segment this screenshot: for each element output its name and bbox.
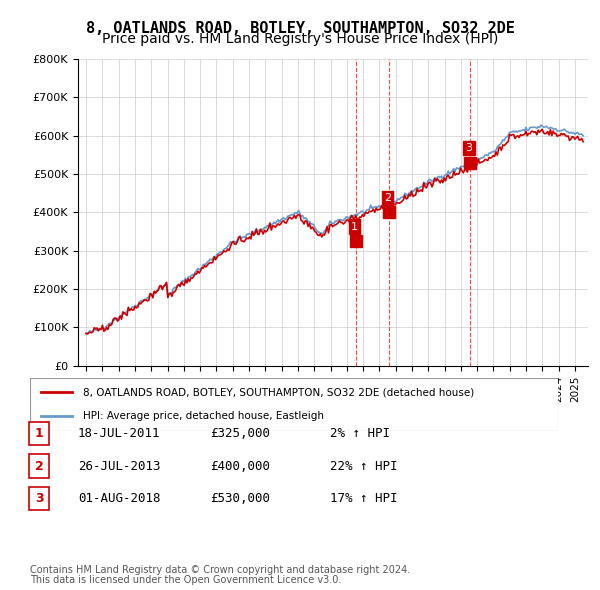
Text: This data is licensed under the Open Government Licence v3.0.: This data is licensed under the Open Gov… bbox=[30, 575, 341, 585]
Text: Price paid vs. HM Land Registry's House Price Index (HPI): Price paid vs. HM Land Registry's House … bbox=[102, 32, 498, 47]
Text: 8, OATLANDS ROAD, BOTLEY, SOUTHAMPTON, SO32 2DE (detached house): 8, OATLANDS ROAD, BOTLEY, SOUTHAMPTON, S… bbox=[83, 388, 474, 398]
Text: 22% ↑ HPI: 22% ↑ HPI bbox=[330, 460, 398, 473]
Text: £400,000: £400,000 bbox=[210, 460, 270, 473]
Text: 01-AUG-2018: 01-AUG-2018 bbox=[78, 492, 161, 505]
Text: 2: 2 bbox=[384, 193, 391, 203]
Text: 2: 2 bbox=[35, 460, 43, 473]
Text: HPI: Average price, detached house, Eastleigh: HPI: Average price, detached house, East… bbox=[83, 411, 324, 421]
Text: 2% ↑ HPI: 2% ↑ HPI bbox=[330, 427, 390, 440]
Text: 3: 3 bbox=[466, 143, 472, 153]
Text: £325,000: £325,000 bbox=[210, 427, 270, 440]
FancyBboxPatch shape bbox=[30, 378, 558, 431]
Text: Contains HM Land Registry data © Crown copyright and database right 2024.: Contains HM Land Registry data © Crown c… bbox=[30, 565, 410, 575]
Text: 8, OATLANDS ROAD, BOTLEY, SOUTHAMPTON, SO32 2DE: 8, OATLANDS ROAD, BOTLEY, SOUTHAMPTON, S… bbox=[86, 21, 514, 35]
Text: 1: 1 bbox=[35, 427, 43, 440]
Text: 26-JUL-2013: 26-JUL-2013 bbox=[78, 460, 161, 473]
Text: 18-JUL-2011: 18-JUL-2011 bbox=[78, 427, 161, 440]
Text: 17% ↑ HPI: 17% ↑ HPI bbox=[330, 492, 398, 505]
Text: 1: 1 bbox=[351, 222, 358, 232]
Text: £530,000: £530,000 bbox=[210, 492, 270, 505]
Text: 3: 3 bbox=[35, 492, 43, 505]
